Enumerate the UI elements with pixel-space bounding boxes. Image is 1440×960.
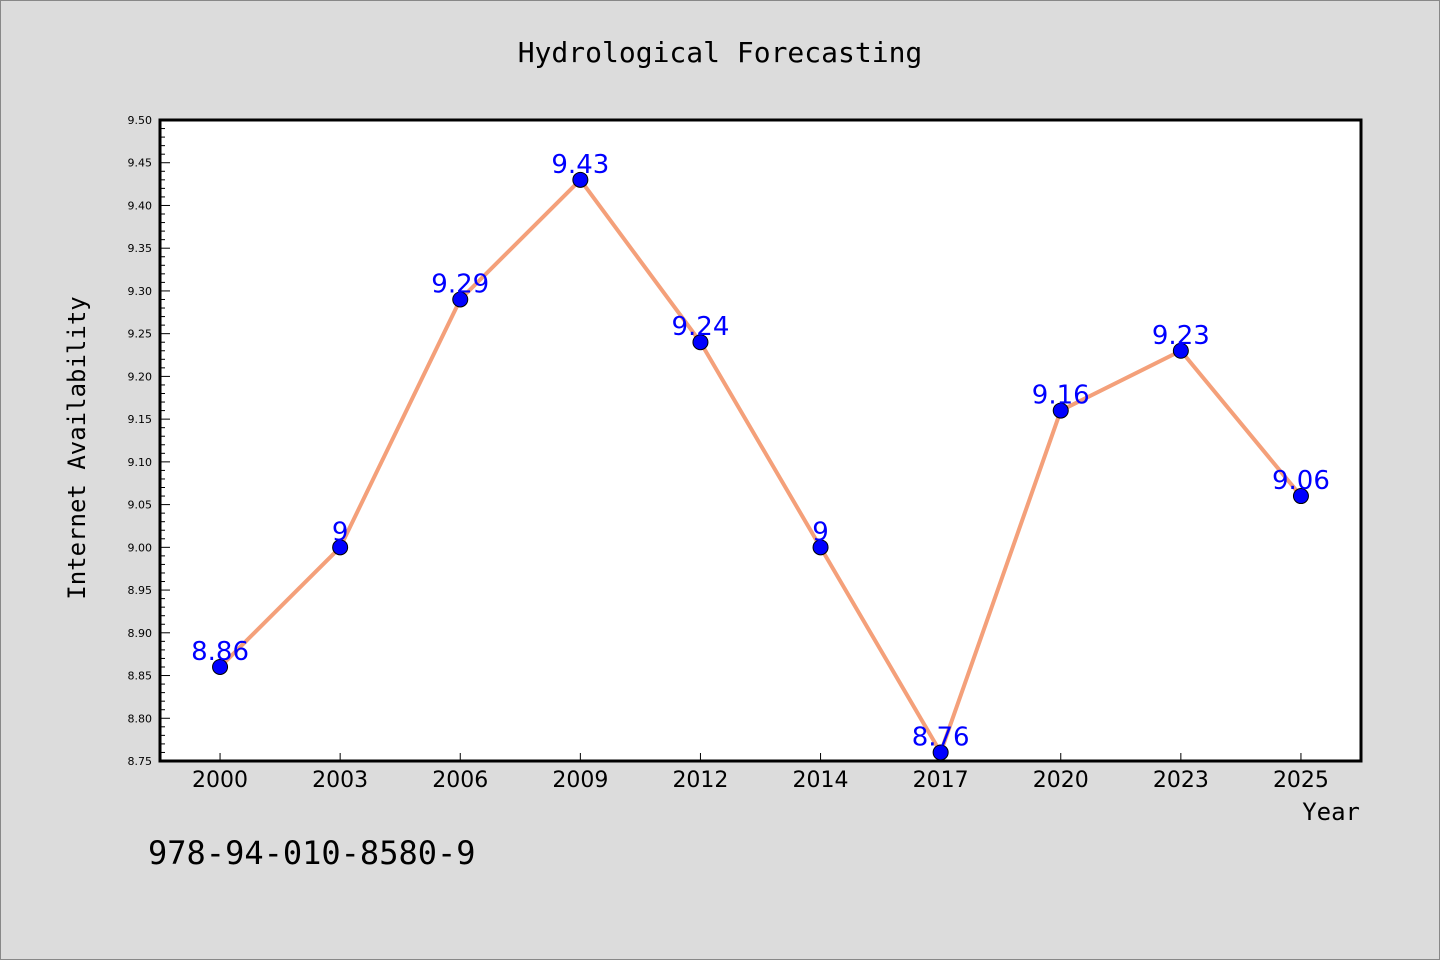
data-label: 9.24 (672, 312, 730, 342)
data-label: 9.06 (1272, 466, 1330, 496)
data-label: 9 (332, 517, 349, 547)
y-tick-label: 9.15 (128, 413, 153, 426)
data-point-marker (812, 539, 829, 556)
data-point-marker (1292, 488, 1309, 505)
y-tick-label: 8.95 (128, 584, 153, 597)
chart-title: Hydrological Forecasting (518, 36, 923, 69)
y-tick-label: 9.10 (128, 456, 153, 469)
y-axis: 8.75 8.80 8.85 8.90 8.95 9.00 9.05 9.10 9.15 9.20… (128, 114, 170, 768)
x-tick-label: 2012 (672, 768, 728, 793)
data-label: 9.43 (551, 150, 609, 180)
data-point-marker (692, 334, 709, 351)
y-tick-label: 8.80 (128, 712, 153, 725)
series-line-group: 8.86 9 9.29 9.43 9.24 9 8.76 9.16 9.23 9.06 (191, 150, 1330, 761)
y-tick-label: 8.85 (128, 670, 153, 683)
y-tick-label: 8.75 (128, 755, 153, 768)
data-point-marker (332, 539, 349, 556)
x-tick-label: 2020 (1033, 768, 1089, 793)
x-tick-label: 2014 (793, 768, 849, 793)
y-tick-label: 9.20 (128, 370, 153, 383)
y-tick-label: 9.30 (128, 285, 153, 298)
data-label: 9.16 (1032, 381, 1090, 411)
data-point-marker (932, 744, 949, 761)
y-tick-label: 9.25 (128, 328, 153, 341)
x-tick-label: 2009 (552, 768, 608, 793)
plot-area (158, 118, 1363, 763)
x-axis-label: Year (1302, 798, 1360, 826)
x-tick-label: 2006 (432, 768, 488, 793)
y-tick-label: 9.50 (128, 114, 153, 127)
data-label: 9 (812, 517, 829, 547)
series-line (218, 177, 1303, 755)
data-point-marker (572, 171, 589, 188)
y-tick-label: 9.40 (128, 199, 153, 212)
y-tick-label: 9.05 (128, 499, 153, 512)
y-tick-label: 9.35 (128, 242, 153, 255)
data-label: 8.76 (912, 722, 970, 752)
x-tick-label: 2000 (192, 768, 248, 793)
y-axis-label: Internet Availability (63, 296, 91, 599)
data-point-marker (1172, 342, 1189, 359)
data-point-marker (1052, 402, 1069, 419)
x-tick-label: 2017 (913, 768, 969, 793)
y-tick-label: 9.00 (128, 541, 153, 554)
x-tick-label: 2003 (312, 768, 368, 793)
data-label: 9.29 (431, 269, 489, 299)
isbn-annotation: 978-94-010-8580-9 (148, 834, 476, 872)
data-point-marker (212, 658, 229, 675)
y-tick-label: 9.45 (128, 157, 153, 170)
data-point-marker (452, 291, 469, 308)
data-label: 8.86 (191, 637, 249, 667)
x-tick-label: 2025 (1273, 768, 1329, 793)
y-tick-label: 8.90 (128, 627, 153, 640)
x-tick-label: 2023 (1153, 768, 1209, 793)
data-label: 9.23 (1152, 321, 1210, 351)
x-axis: 2000 2003 2006 2009 2012 2014 2017 2020 2023 2025 (192, 753, 1329, 793)
